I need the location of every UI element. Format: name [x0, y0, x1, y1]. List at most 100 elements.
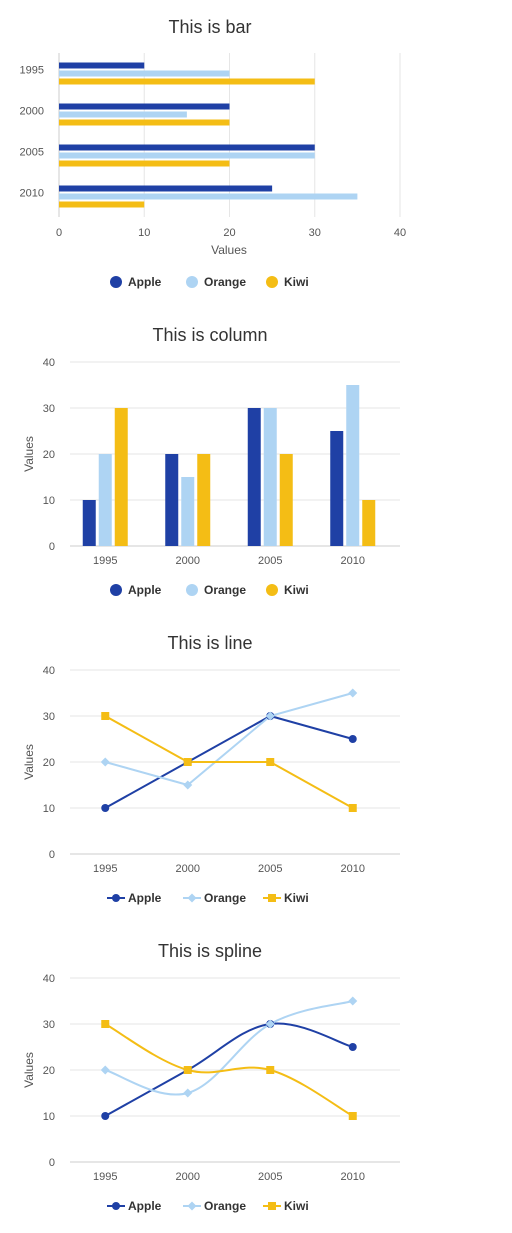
- legend-label-kiwi: Kiwi: [284, 891, 309, 905]
- legend-marker-apple: [112, 1202, 120, 1210]
- column-chart-svg: This is column 1995 2000 2005 2010 0 10 20 30 4…: [22, 325, 400, 597]
- legend-label-kiwi: Kiwi: [284, 583, 309, 597]
- bar-orange: [59, 152, 315, 159]
- bar-orange: [59, 111, 187, 118]
- legend-swatch-kiwi: [266, 276, 278, 288]
- y-tick-label: 10: [43, 495, 55, 507]
- point-orange: [100, 1065, 110, 1075]
- point-kiwi: [101, 1020, 110, 1028]
- bar-apple: [59, 62, 145, 69]
- chart-title: This is line: [167, 633, 252, 653]
- legend-marker-kiwi: [268, 1202, 276, 1210]
- point-kiwi: [183, 1066, 192, 1074]
- bar-apple: [59, 144, 315, 151]
- y-tick-label: 10: [43, 1111, 55, 1123]
- value-tick-labels: 0 10 20 30 40: [43, 973, 55, 1169]
- legend-label-kiwi: Kiwi: [284, 275, 309, 289]
- point-orange: [183, 780, 193, 790]
- column-orange: [98, 454, 112, 546]
- legend: Apple Orange Kiwi: [110, 275, 309, 289]
- x-tick-label: 2010: [341, 555, 365, 567]
- legend-swatch-apple: [110, 276, 122, 288]
- series-line-apple: [104, 714, 354, 809]
- splines: [100, 996, 358, 1120]
- legend-label-orange: Orange: [204, 891, 246, 905]
- x-tick-label: 2000: [176, 555, 200, 567]
- x-tick-label: 1995: [93, 1171, 117, 1183]
- point-orange: [265, 1019, 275, 1029]
- y-tick-label: 10: [43, 803, 55, 815]
- line-chart-svg: This is line 1995 2000 2005 2010 010203040 …: [22, 633, 400, 905]
- point-orange: [183, 1088, 193, 1098]
- grid-lines: [58, 53, 401, 217]
- y-tick-label: 30: [43, 711, 55, 723]
- series-line-orange: [104, 692, 354, 787]
- series-line-kiwi: [104, 715, 354, 809]
- column-orange: [263, 408, 277, 546]
- point-kiwi: [266, 1066, 275, 1074]
- legend-label-apple: Apple: [128, 891, 162, 905]
- value-tick-labels: 0 10 20 30 40: [56, 227, 406, 239]
- column-chart: This is column 1995 2000 2005 2010 0 10 20 30 4…: [0, 308, 512, 608]
- y-tick-label: 2010: [20, 188, 44, 200]
- series-line-orange: [104, 1000, 354, 1096]
- x-tick-label: 2005: [258, 863, 282, 875]
- point-apple: [101, 804, 110, 812]
- legend: Apple Orange Kiwi: [107, 1199, 309, 1213]
- column-kiwi: [197, 454, 211, 546]
- legend-swatch-orange: [186, 584, 198, 596]
- chart-title: This is column: [152, 325, 267, 345]
- category-labels: 1995 2000 2005 2010: [93, 1171, 365, 1183]
- y-axis-title: Values: [22, 436, 36, 472]
- column-apple: [165, 454, 179, 546]
- chart-title: This is bar: [168, 17, 251, 37]
- point-kiwi: [348, 804, 357, 812]
- legend: Apple Orange Kiwi: [110, 583, 309, 597]
- legend-label-orange: Orange: [204, 583, 246, 597]
- legend-swatch-apple: [110, 584, 122, 596]
- x-tick-label: 1995: [93, 863, 117, 875]
- point-orange: [100, 757, 110, 767]
- category-labels: 1995 2000 2005 2010: [20, 65, 44, 200]
- y-tick-label: 2000: [20, 106, 44, 118]
- column-apple: [82, 500, 96, 546]
- bar-apple: [59, 103, 230, 110]
- legend: Apple Orange Kiwi: [107, 891, 309, 905]
- point-kiwi: [348, 1112, 357, 1120]
- column-kiwi: [279, 454, 293, 546]
- y-tick-label: 1995: [20, 65, 44, 77]
- x-tick-label: 2000: [176, 1171, 200, 1183]
- column-apple: [330, 431, 344, 546]
- legend-label-apple: Apple: [128, 275, 162, 289]
- bar-kiwi: [59, 119, 230, 126]
- point-orange: [265, 711, 275, 721]
- spline-chart-svg: This is spline 1995 2000 2005 2010 0 10 20 30 4…: [22, 941, 400, 1213]
- legend-swatch-orange: [186, 276, 198, 288]
- point-apple: [348, 735, 357, 743]
- legend-marker-apple: [112, 894, 120, 902]
- legend-label-orange: Orange: [204, 1199, 246, 1213]
- x-tick-label: 1995: [93, 555, 117, 567]
- x-tick-label: 0: [56, 227, 62, 239]
- value-tick-labels: 0 10 20 30 40: [43, 357, 55, 553]
- legend-label-apple: Apple: [128, 583, 162, 597]
- legend-marker-orange: [187, 1201, 197, 1211]
- point-apple: [348, 1043, 357, 1051]
- series-line-apple: [104, 1022, 354, 1117]
- columns: [82, 385, 376, 546]
- y-tick-label: 20: [43, 449, 55, 461]
- x-tick-label: 2010: [341, 863, 365, 875]
- bar-orange: [59, 193, 358, 200]
- legend-marker-orange: [187, 893, 197, 903]
- spline-chart: This is spline 1995 2000 2005 2010 0 10 20 30 4…: [0, 924, 512, 1224]
- column-orange: [181, 477, 195, 546]
- point-kiwi: [101, 712, 110, 720]
- x-tick-label: 10: [138, 227, 150, 239]
- y-tick-label: 20: [43, 1065, 55, 1077]
- column-kiwi: [114, 408, 128, 546]
- legend-label-kiwi: Kiwi: [284, 1199, 309, 1213]
- category-labels: 1995 2000 2005 2010: [93, 555, 365, 567]
- point-apple: [101, 1112, 110, 1120]
- bar-orange: [59, 70, 230, 77]
- y-tick-label: 40: [43, 665, 55, 677]
